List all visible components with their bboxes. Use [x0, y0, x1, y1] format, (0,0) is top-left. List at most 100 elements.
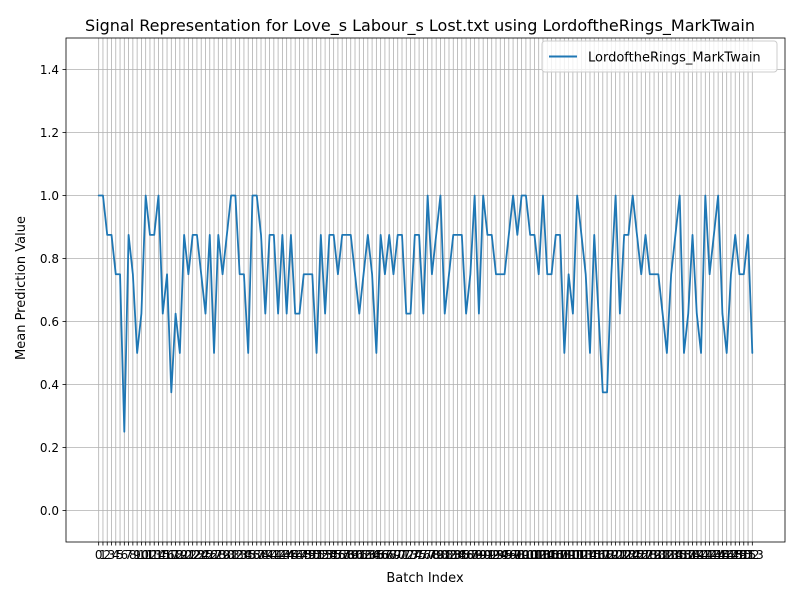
x-tick-label: 73	[403, 548, 418, 562]
x-tick-label: 113	[570, 548, 593, 562]
x-tick-label: 96	[501, 548, 516, 562]
x-tick-label: 76	[416, 548, 431, 562]
x-tick-label: 9	[133, 548, 141, 562]
x-tick-label: 138	[677, 548, 700, 562]
x-tick-label: 87	[463, 548, 478, 562]
x-tick-label: 108	[549, 548, 572, 562]
x-tick-label: 118	[591, 548, 614, 562]
x-axis-label: Batch Index	[386, 571, 464, 586]
x-tick-label: 11	[138, 548, 153, 562]
x-tick-label: 102	[523, 548, 546, 562]
x-tick-label: 60	[347, 548, 362, 562]
x-tick-label: 6	[120, 548, 128, 562]
x-tick-label: 43	[275, 548, 290, 562]
x-tick-label: 86	[458, 548, 473, 562]
x-tick-label: 147	[715, 548, 738, 562]
x-tick-label: 0	[95, 548, 103, 562]
x-tick-label: 10	[134, 548, 149, 562]
x-tick-label: 17	[164, 548, 179, 562]
x-tick-label: 2	[103, 548, 111, 562]
x-tick-label: 93	[488, 548, 503, 562]
x-tick-label: 68	[382, 548, 397, 562]
x-tick-label: 120	[600, 548, 623, 562]
y-tick-label: 0.6	[40, 315, 59, 329]
x-tick-label: 75	[411, 548, 426, 562]
x-tick-label: 152	[737, 548, 760, 562]
x-tick-label: 58	[339, 548, 354, 562]
x-tick-label: 149	[724, 548, 747, 562]
x-tick-label: 105	[536, 548, 559, 562]
y-axis-label: Mean Prediction Value	[14, 216, 29, 360]
x-tick-label: 25	[198, 548, 213, 562]
x-tick-label: 148	[720, 548, 743, 562]
x-tick-label: 67	[377, 548, 392, 562]
x-tick-label: 16	[159, 548, 174, 562]
x-tick-label: 13	[147, 548, 162, 562]
x-tick-label: 82	[441, 548, 456, 562]
x-tick-label: 100	[514, 548, 537, 562]
x-tick-label: 23	[189, 548, 204, 562]
x-tick-label: 12	[142, 548, 157, 562]
x-tick-label: 141	[690, 548, 713, 562]
y-tick-label: 0.2	[40, 441, 59, 455]
x-tick-label: 1	[99, 548, 107, 562]
x-tick-label: 36	[245, 548, 260, 562]
x-tick-label: 63	[360, 548, 375, 562]
x-tick-label: 50	[305, 548, 320, 562]
x-tick-label: 64	[364, 548, 379, 562]
x-tick-label: 97	[505, 548, 520, 562]
y-axis-ticks: 0.0 0.2 0.4 0.6 0.8 1.0 1.2 1.4	[40, 63, 66, 518]
x-axis-ticks: 0123456789101112131415161718192021222324…	[95, 542, 764, 562]
x-tick-label: 80	[433, 548, 448, 562]
series-layer	[97, 194, 754, 433]
x-tick-label: 145	[707, 548, 730, 562]
x-tick-label: 116	[583, 548, 606, 562]
x-tick-label: 121	[604, 548, 627, 562]
x-tick-label: 20	[176, 548, 191, 562]
legend: LordoftheRings_MarkTwain	[541, 40, 778, 73]
x-tick-label: 135	[664, 548, 687, 562]
x-tick-label: 35	[241, 548, 256, 562]
x-tick-label: 78	[424, 548, 439, 562]
x-tick-label: 27	[206, 548, 221, 562]
x-tick-label: 107	[544, 548, 567, 562]
x-tick-label: 153	[741, 548, 764, 562]
x-tick-label: 29	[215, 548, 230, 562]
x-tick-label: 81	[437, 548, 452, 562]
x-tick-label: 18	[168, 548, 183, 562]
x-tick-label: 129	[638, 548, 661, 562]
x-tick-label: 106	[540, 548, 563, 562]
x-tick-label: 69	[386, 548, 401, 562]
x-tick-label: 130	[643, 548, 666, 562]
y-tick-label: 1.4	[40, 63, 59, 77]
y-tick-label: 1.0	[40, 189, 59, 203]
x-tick-label: 89	[471, 548, 486, 562]
x-tick-label: 34	[236, 548, 251, 562]
x-tick-label: 109	[553, 548, 576, 562]
x-tick-label: 14	[151, 548, 166, 562]
x-tick-label: 8	[129, 548, 137, 562]
y-tick-label: 1.2	[40, 126, 59, 140]
chart-title: Signal Representation for Love_s Labour_…	[85, 16, 755, 36]
x-tick-label: 28	[211, 548, 226, 562]
x-tick-label: 40	[262, 548, 277, 562]
x-tick-label: 55	[326, 548, 341, 562]
x-tick-label: 49	[300, 548, 315, 562]
x-tick-label: 32	[228, 548, 243, 562]
x-tick-label: 150	[728, 548, 751, 562]
x-tick-label: 62	[356, 548, 371, 562]
x-tick-label: 38	[253, 548, 268, 562]
x-tick-label: 71	[394, 548, 409, 562]
x-tick-label: 22	[185, 548, 200, 562]
x-tick-label: 123	[613, 548, 636, 562]
x-tick-label: 136	[668, 548, 691, 562]
x-tick-label: 140	[685, 548, 708, 562]
x-tick-label: 84	[450, 548, 465, 562]
x-tick-label: 114	[574, 548, 597, 562]
x-tick-label: 112	[566, 548, 589, 562]
x-tick-label: 33	[232, 548, 247, 562]
x-tick-label: 99	[514, 548, 529, 562]
y-tick-label: 0.0	[40, 504, 59, 518]
